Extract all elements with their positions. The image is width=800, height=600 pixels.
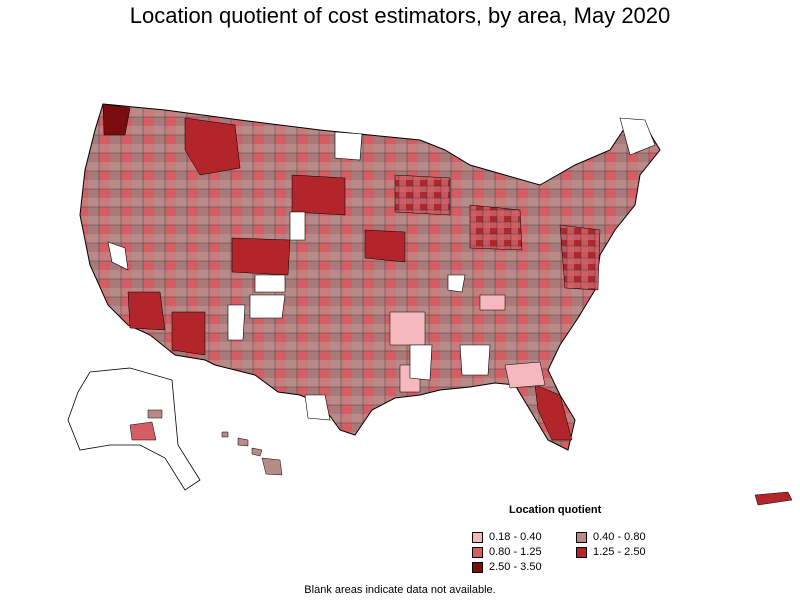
legend-swatch-3 (576, 546, 587, 558)
legend-label-4: 2.50 - 3.50 (489, 561, 542, 573)
map-title: Location quotient of cost estimators, by… (129, 3, 671, 28)
legend-swatch-2 (472, 546, 483, 558)
alaska-area-fairbanks (147, 409, 163, 419)
legend-swatch-1 (576, 531, 587, 543)
legend-item-2: 0.80 - 1.25 (472, 546, 542, 558)
legend-item-1: 0.40 - 0.80 (576, 531, 646, 543)
high-lq-regions (102, 103, 601, 441)
legend-label-1: 0.40 - 0.80 (593, 531, 646, 543)
legend-label-3: 1.25 - 2.50 (593, 546, 646, 558)
legend-title: Location quotient (509, 504, 602, 516)
legend-swatch-4 (472, 561, 483, 573)
legend-label-2: 0.80 - 1.25 (489, 546, 542, 558)
hawaii-islands (221, 431, 283, 476)
legend-item-3: 1.25 - 2.50 (576, 546, 646, 558)
legend-swatch-0 (472, 531, 483, 543)
footnote: Blank areas indicate data not available. (304, 584, 496, 596)
legend-label-0: 0.18 - 0.40 (489, 531, 542, 543)
legend-item-4: 2.50 - 3.50 (472, 561, 542, 573)
alaska-area-anchorage (129, 421, 157, 441)
puerto-rico (754, 491, 793, 506)
contiguous-us-region (79, 103, 661, 451)
legend-item-0: 0.18 - 0.40 (472, 531, 542, 543)
no-data-areas (107, 117, 656, 421)
